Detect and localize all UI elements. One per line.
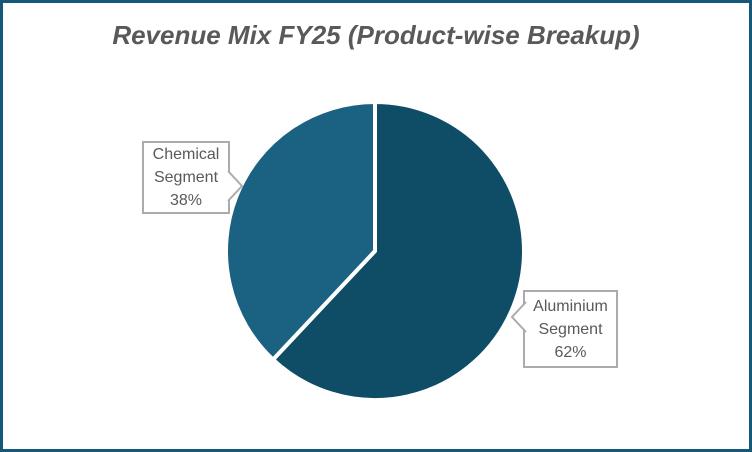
slice-label-aluminium: Aluminium Segment bbox=[533, 297, 608, 338]
callout-pointer-icon bbox=[227, 170, 244, 202]
callout-pointer-icon bbox=[510, 301, 527, 333]
pie-chart bbox=[223, 100, 526, 402]
data-label-chemical-segment: Chemical Segment 38% bbox=[142, 141, 244, 214]
slice-value-chemical: 38% bbox=[169, 192, 203, 209]
chart-title: Revenue Mix FY25 (Product-wise Breakup) bbox=[112, 20, 640, 50]
pie-slices-group bbox=[223, 100, 526, 402]
data-label-aluminium-segment: Aluminium Segment 62% bbox=[510, 290, 618, 368]
pie-slice-aluminium-segment bbox=[271, 100, 526, 402]
slice-value-aluminium: 62% bbox=[554, 343, 587, 361]
slice-label-chemical: Chemical Segment bbox=[152, 146, 220, 186]
pie-slice-chemical-segment bbox=[223, 100, 377, 362]
